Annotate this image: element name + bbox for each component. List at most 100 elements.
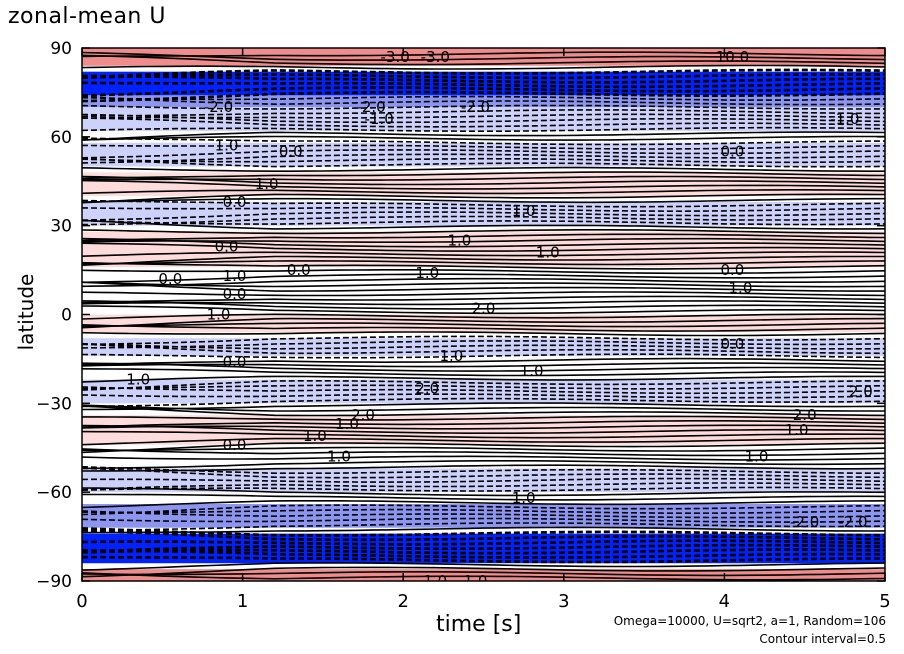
contour-label-21: 0.0 — [721, 261, 745, 279]
contour-line-5 — [82, 549, 885, 559]
contour-label-42: -2.0 — [790, 513, 819, 531]
contour-line-93 — [82, 157, 885, 168]
contour-line-72 — [82, 255, 885, 266]
contour-label-19: 1.0 — [415, 264, 439, 282]
contour-line-35 — [82, 420, 885, 428]
y-tick-label-4: 30 — [50, 217, 72, 237]
contour-line-84 — [82, 199, 885, 208]
contour-line-17 — [82, 500, 885, 509]
contour-line-113 — [82, 73, 885, 80]
x-tick-label-0: 0 — [76, 591, 87, 612]
contour-label-1: -3.0 — [421, 48, 450, 66]
contour-line-107 — [82, 95, 885, 106]
y-tick-label-3: 0 — [61, 306, 72, 326]
contour-label-9: 0.0 — [279, 143, 303, 161]
contour-line-85 — [82, 197, 885, 204]
contour-label-24: 1.0 — [207, 306, 231, 324]
contour-line-45 — [82, 375, 885, 383]
contour-label-33: 1.0 — [335, 415, 359, 433]
x-tick-label-1: 1 — [237, 591, 248, 612]
contour-label-31: 2.0 — [415, 380, 439, 398]
contour-line-52 — [82, 342, 885, 350]
contour-line-3 — [82, 562, 885, 571]
contour-line-36 — [82, 415, 885, 421]
contour-line-104 — [82, 113, 885, 119]
contour-label-28: 1.0 — [520, 362, 544, 380]
x-tick-label-2: 2 — [397, 591, 408, 612]
contour-line-27 — [82, 455, 885, 461]
contour-line-97 — [82, 144, 885, 150]
contour-line-0 — [82, 572, 885, 581]
contour-line-43 — [82, 384, 885, 390]
contour-line-71 — [82, 260, 885, 266]
contour-line-91 — [82, 171, 885, 180]
contour-line-78 — [82, 229, 885, 235]
contour-line-33 — [82, 424, 885, 434]
contour-line-88 — [82, 179, 885, 190]
contour-label-22: 1.0 — [729, 279, 753, 297]
contour-line-23 — [82, 467, 885, 479]
y-axis-label: latitude — [14, 273, 38, 351]
contour-line-112 — [82, 74, 885, 84]
contour-line-13 — [82, 517, 885, 523]
contour-line-98 — [82, 137, 885, 146]
contour-line-115 — [82, 64, 885, 70]
contour-label-27: 1.0 — [439, 347, 463, 365]
contour-line-55 — [82, 331, 885, 337]
contour-label-39: 1.0 — [745, 448, 769, 466]
contour-line-37 — [82, 405, 885, 417]
contour-label-18: 1.0 — [223, 267, 247, 285]
contour-line-29 — [82, 446, 885, 452]
contour-line-11 — [82, 526, 885, 534]
contour-line-100 — [82, 131, 885, 141]
contour-line-118 — [82, 51, 885, 58]
contour-label-0: -3.0 — [381, 48, 410, 66]
contour-label-45: 1.0 — [464, 572, 488, 590]
contour-label-20: 0.0 — [287, 261, 311, 279]
contour-line-30 — [82, 442, 885, 454]
contour-line-73 — [82, 251, 885, 257]
contour-label-10: 0.0 — [721, 143, 745, 161]
x-axis-label: time [s] — [436, 612, 522, 637]
contour-line-92 — [82, 166, 885, 172]
contour-line-87 — [82, 189, 885, 195]
chart-title: zonal-mean U — [8, 4, 166, 29]
contour-label-2: 10.0 — [716, 48, 749, 66]
contour-line-109 — [82, 90, 885, 103]
contour-line-56 — [82, 324, 885, 332]
contour-line-76 — [82, 237, 885, 243]
contour-line-18 — [82, 493, 885, 501]
contour-line-108 — [82, 95, 885, 101]
contour-label-13: 1.0 — [512, 202, 536, 220]
contour-label-12: 0.0 — [223, 193, 247, 211]
contour-line-20 — [82, 486, 885, 492]
value-band-15 — [82, 569, 885, 581]
contour-label-29: 1.0 — [126, 371, 150, 389]
value-band-12 — [82, 468, 885, 493]
contour-line-25 — [82, 464, 885, 472]
contour-line-6 — [82, 548, 885, 555]
contour-line-38 — [82, 404, 885, 412]
contour-line-31 — [82, 437, 885, 446]
axes-layer: 0 1 2 3 4 5 −90 −60 −30 0 30 60 90 — [36, 39, 891, 612]
value-band-9 — [82, 338, 885, 356]
contour-label-40: 1.0 — [785, 421, 809, 439]
contour-line-59 — [82, 313, 885, 320]
x-tick-label-4: 4 — [719, 591, 730, 612]
contour-line-117 — [82, 51, 885, 61]
contour-line-19 — [82, 487, 885, 497]
contour-line-95 — [82, 153, 885, 164]
contour-line-62 — [82, 300, 885, 306]
contour-line-68 — [82, 273, 885, 284]
y-tick-label-6: 90 — [50, 39, 72, 59]
contour-line-75 — [82, 237, 885, 248]
parameters-note: Omega=10000, U=sqrt2, a=1, Random=106 — [613, 614, 886, 628]
contour-line-90 — [82, 175, 885, 181]
contour-line-64 — [82, 291, 885, 297]
contour-label-26: 0.0 — [721, 335, 745, 353]
contour-line-21 — [82, 482, 885, 491]
contour-line-42 — [82, 386, 885, 395]
contour-label-36: 0.0 — [223, 436, 247, 454]
contour-line-44 — [82, 380, 885, 391]
